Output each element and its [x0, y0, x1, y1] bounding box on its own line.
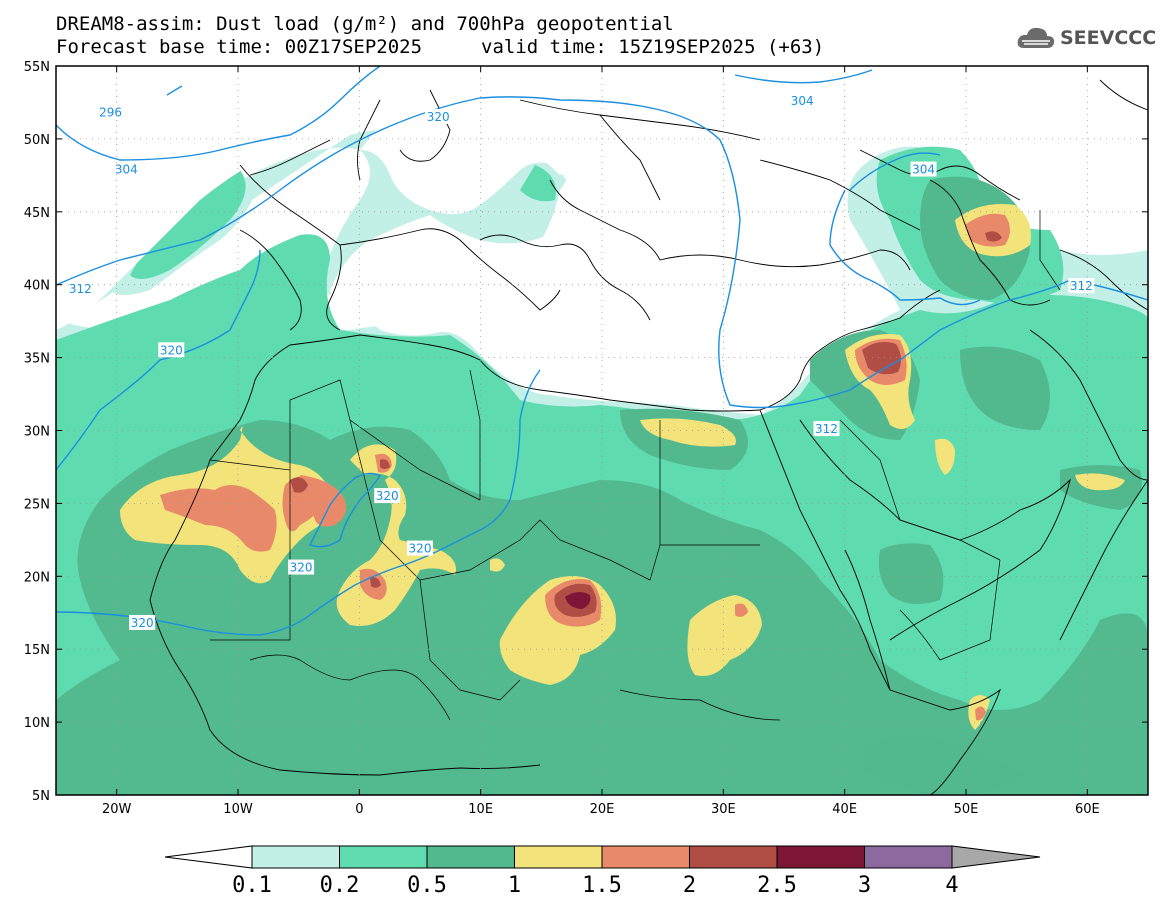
contour-label: 312 — [69, 282, 92, 296]
contour-label: 304 — [912, 163, 935, 177]
axis-ticks: 20W 10W 0 10E 20E 30E 40E 50E 60E 55N 50N 45N 40N 35N… — [24, 60, 1148, 817]
forecast-base-time: Forecast base time: 00Z17SEP2025 — [56, 36, 423, 58]
lon-tick-label: 40E — [832, 802, 857, 817]
geopotential-contours — [56, 66, 1148, 636]
colorbar-min-arrow — [164, 845, 253, 869]
contour-label-bg — [789, 92, 816, 108]
contour-label: 304 — [115, 163, 138, 177]
colorbar-swatch — [339, 845, 428, 869]
lat-tick-label: 10N — [24, 716, 50, 731]
lon-tick-label: 30E — [711, 802, 736, 817]
lat-tick-label: 5N — [32, 789, 50, 804]
contour-label: 320 — [290, 561, 313, 575]
contour-label: 320 — [409, 542, 432, 556]
lon-tick-label: 20W — [102, 802, 132, 817]
colorbar-swatch — [251, 845, 340, 869]
colorbar: 0.1 0.2 0.5 1 1.5 2 2.5 3 4 — [164, 845, 1041, 898]
colorbar-label: 2 — [683, 873, 696, 898]
lon-tick-label: 50E — [954, 802, 979, 817]
lat-tick-label: 25N — [24, 497, 50, 512]
colorbar-swatch — [426, 845, 515, 869]
contour-label-bg — [129, 614, 156, 630]
cloud-icon — [1017, 27, 1055, 48]
lat-tick-label: 40N — [24, 279, 50, 294]
colorbar-swatch — [864, 845, 953, 869]
colorbar-label: 0.5 — [407, 873, 447, 898]
logo-text: SEEVCCC — [1060, 27, 1157, 49]
lat-tick-label: 30N — [24, 425, 50, 440]
colorbar-label: 2.5 — [757, 873, 797, 898]
colorbar-label: 0.1 — [232, 873, 272, 898]
lon-tick-label: 60E — [1075, 802, 1100, 817]
colorbar-label: 4 — [945, 873, 958, 898]
colorbar-swatch — [601, 845, 690, 869]
contour-label-bg — [813, 421, 840, 437]
contour-label-bg — [1068, 278, 1095, 294]
lon-tick-label: 10E — [468, 802, 493, 817]
lat-tick-label: 20N — [24, 570, 50, 585]
contour-label-bg — [288, 559, 315, 575]
lat-tick-label: 50N — [24, 133, 50, 148]
lon-tick-label: 10W — [223, 802, 253, 817]
colorbar-max-arrow — [951, 845, 1041, 869]
country-borders — [209, 210, 1061, 721]
contour-label: 320 — [376, 489, 399, 503]
contour-label-bg — [407, 540, 433, 556]
map-area: 296 304 320 304 304 312 320 312 312 320 320 320 320 — [56, 66, 1148, 795]
colorbar-label: 1.5 — [582, 873, 622, 898]
contour-label: 312 — [815, 422, 838, 436]
contour-label-bg — [374, 488, 401, 504]
colorbar-label: 3 — [858, 873, 871, 898]
lat-tick-label: 35N — [24, 352, 50, 367]
contour-label-bg — [910, 161, 937, 177]
contour-label-bg — [97, 104, 124, 120]
colorbar-label: 0.2 — [320, 873, 360, 898]
contour-label-bg — [425, 109, 452, 125]
contour-label-bg — [113, 161, 140, 177]
contour-label: 296 — [99, 106, 122, 120]
dust-layer-2.5 — [565, 591, 591, 609]
chart-title: DREAM8-assim: Dust load (g/m²) and 700hP… — [56, 13, 674, 35]
colorbar-swatch — [689, 845, 778, 869]
contour-label: 320 — [160, 343, 183, 357]
lon-tick-label: 20E — [590, 802, 615, 817]
contour-label: 320 — [131, 616, 154, 630]
contour-label-bg — [158, 342, 185, 358]
valid-time: valid time: 15Z19SEP2025 (+63) — [481, 36, 825, 58]
contour-label: 304 — [791, 94, 814, 108]
contour-label: 320 — [427, 110, 450, 124]
lat-tick-label: 15N — [24, 643, 50, 658]
lat-tick-label: 45N — [24, 206, 50, 221]
lon-tick-label: 0 — [355, 802, 363, 817]
colorbar-label: 1 — [508, 873, 521, 898]
contour-labels: 296 304 320 304 304 312 320 312 312 320 320 320 320 — [67, 92, 1095, 630]
lat-tick-label: 55N — [24, 60, 50, 75]
contour-label: 312 — [1070, 279, 1093, 293]
colorbar-swatch — [776, 845, 865, 869]
seevccc-logo: SEEVCCC — [1016, 24, 1156, 52]
dust-layer-2 — [290, 231, 1002, 617]
colorbar-swatch — [514, 845, 603, 869]
ocean-mask-north — [56, 66, 1148, 410]
